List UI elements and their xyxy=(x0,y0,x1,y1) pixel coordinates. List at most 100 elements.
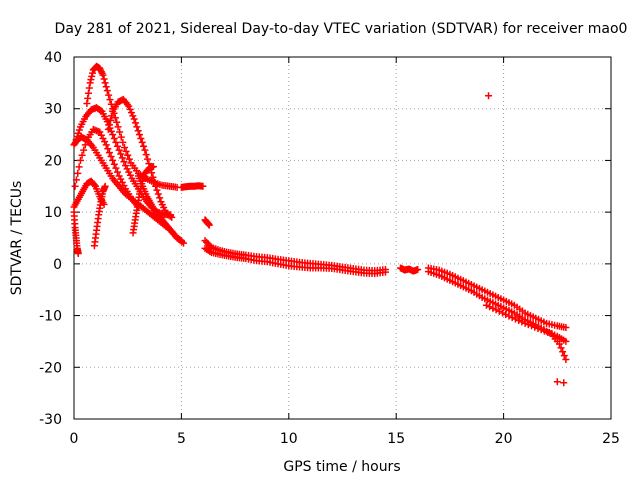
data-point xyxy=(560,379,568,387)
data-point xyxy=(152,182,160,190)
data-point xyxy=(167,211,175,219)
data-point xyxy=(199,182,207,190)
data-point xyxy=(117,150,125,158)
data-point xyxy=(562,337,570,345)
data-point xyxy=(153,186,161,194)
data-point xyxy=(103,118,111,126)
data-point xyxy=(140,142,148,150)
series-trend-segment-15 xyxy=(396,264,422,275)
axis-ticks: 0 5 10 15 20 25 -30 -20 -10 0 10 20 30 40 xyxy=(39,50,620,447)
data-point xyxy=(107,127,115,135)
data-point xyxy=(114,123,122,131)
data-point xyxy=(125,168,133,176)
data-point xyxy=(88,72,96,80)
data-point xyxy=(76,156,84,164)
x-tick-label: 0 xyxy=(70,431,79,447)
data-point xyxy=(80,146,88,154)
plot-frame xyxy=(73,56,612,420)
y-tick-label: -30 xyxy=(39,412,62,428)
series-trend-late-b xyxy=(424,268,570,345)
data-point xyxy=(511,315,519,323)
data-point xyxy=(124,151,132,159)
data-point xyxy=(134,127,142,135)
data-point xyxy=(122,147,130,155)
data-point xyxy=(201,237,209,245)
data-point xyxy=(104,145,112,153)
data-point xyxy=(112,164,120,172)
data-point xyxy=(78,151,86,159)
grid xyxy=(74,57,611,419)
data-point xyxy=(103,87,111,95)
data-point xyxy=(120,158,128,166)
series-arc-tail-6 xyxy=(177,182,207,191)
data-point xyxy=(489,304,497,312)
y-tick-label: -20 xyxy=(39,360,62,376)
y-tick-label: 0 xyxy=(53,257,62,273)
data-point xyxy=(108,112,116,120)
data-point xyxy=(560,352,568,360)
data-point xyxy=(87,76,95,84)
data-point xyxy=(113,168,121,176)
x-axis-label: GPS time / hours xyxy=(283,459,400,475)
data-point xyxy=(156,194,164,202)
data-point xyxy=(130,115,138,123)
data-point xyxy=(83,100,91,108)
data-point xyxy=(75,163,83,171)
data-point xyxy=(133,123,141,131)
data-point xyxy=(381,268,389,276)
series-arc-rise-3 xyxy=(129,163,157,237)
data-point xyxy=(505,312,513,320)
series-trend-late-a xyxy=(424,264,570,331)
data-point xyxy=(86,79,94,87)
data-point xyxy=(482,301,490,309)
data-point xyxy=(109,156,117,164)
data-point xyxy=(123,165,131,173)
data-point xyxy=(499,309,507,317)
data-point xyxy=(101,182,109,190)
data-point xyxy=(110,160,118,168)
data-point xyxy=(105,149,113,157)
data-point xyxy=(107,116,115,124)
x-tick-label: 20 xyxy=(495,431,513,447)
data-point xyxy=(112,138,120,146)
data-point xyxy=(72,176,80,184)
data-point xyxy=(154,190,162,198)
series-arc-short-6 xyxy=(201,216,213,229)
series-trend-late-c xyxy=(482,301,570,364)
data-point xyxy=(204,240,212,248)
data-point xyxy=(107,153,115,161)
data-point xyxy=(126,105,134,113)
data-point xyxy=(74,169,82,177)
data-point xyxy=(119,138,127,146)
data-point xyxy=(113,118,121,126)
data-point xyxy=(537,326,545,334)
data-point xyxy=(544,328,552,336)
data-point xyxy=(492,306,500,314)
data-point xyxy=(136,131,144,139)
data-point xyxy=(141,146,149,154)
data-point xyxy=(100,75,108,83)
data-point xyxy=(508,314,516,322)
data-point xyxy=(105,121,113,129)
data-point xyxy=(150,178,158,186)
data-point xyxy=(502,311,510,319)
data-point xyxy=(117,133,125,141)
series-trend-lower xyxy=(201,244,389,278)
series-arc-mid-3 xyxy=(134,172,185,245)
data-point xyxy=(515,316,523,324)
data-point xyxy=(97,131,105,139)
y-tick-label: -10 xyxy=(39,309,62,325)
data-point xyxy=(120,144,128,151)
data-point xyxy=(125,102,133,110)
data-point xyxy=(84,94,92,102)
data-point xyxy=(115,146,123,154)
data-point xyxy=(528,322,536,330)
data-point xyxy=(144,155,152,163)
data-point xyxy=(110,134,118,142)
data-point xyxy=(113,142,121,150)
x-tick-label: 5 xyxy=(177,431,186,447)
data-point xyxy=(101,79,109,87)
data-point xyxy=(534,325,542,332)
data-point xyxy=(127,109,135,117)
